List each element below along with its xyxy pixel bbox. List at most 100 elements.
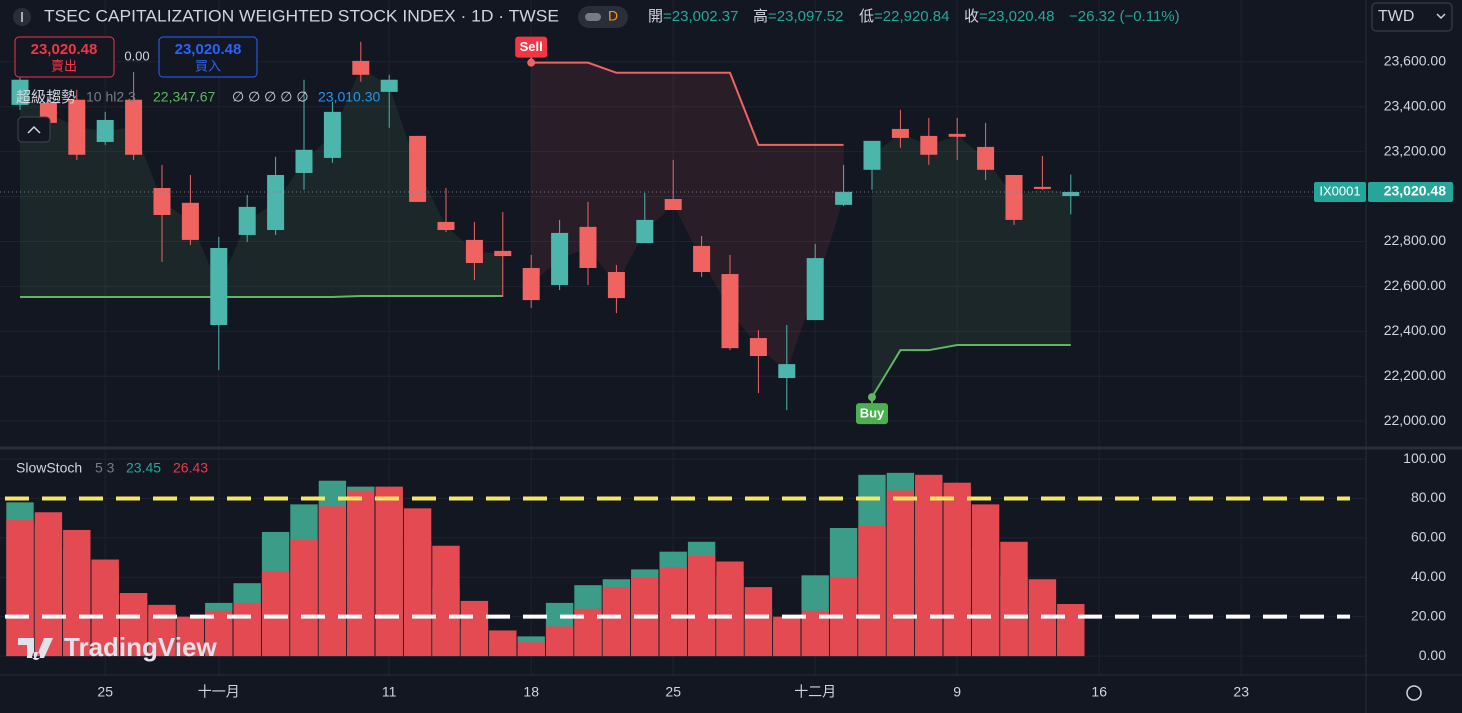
signal-label: Sell (520, 39, 543, 54)
indicator-down-value: 23,010.30 (318, 89, 380, 105)
candle-body (11, 79, 29, 105)
sell-price: 23,020.48 (31, 41, 98, 58)
x-tick-label: 16 (1091, 684, 1107, 700)
stoch-bar (915, 474, 943, 657)
sell-label: 賣出 (51, 58, 77, 73)
collapse-icon (27, 125, 41, 134)
stoch-bar (261, 571, 290, 657)
ohlc-value: =23,097.52 (768, 8, 844, 25)
stoch-bar (659, 567, 687, 657)
y-tick-label: 40.00 (1411, 568, 1446, 584)
y-tick-label: 23,200.00 (1384, 142, 1446, 158)
y-tick-label: 60.00 (1411, 529, 1446, 545)
stoch-bar (460, 600, 489, 657)
plot-area (0, 0, 1365, 675)
candle-body (1005, 174, 1023, 220)
interval-pill[interactable] (578, 6, 628, 28)
candle-body (210, 247, 228, 326)
stoch-bar (943, 482, 971, 657)
buy-label: 買入 (195, 58, 221, 73)
stoch-bar (119, 593, 148, 657)
stoch-bar (233, 602, 261, 657)
watermark-text: TradingView (64, 632, 217, 662)
ohlc-value: =23,020.48 (979, 8, 1055, 25)
supertrend-line (531, 61, 844, 146)
y-tick-label: 22,600.00 (1384, 277, 1446, 293)
x-tick-label: 十一月 (198, 684, 240, 700)
y-tick-label: 80.00 (1411, 489, 1446, 505)
y-tick-label: 0.00 (1419, 647, 1446, 663)
interval-badge: D (608, 8, 618, 24)
price-change: −26.32 (−0.11%) (1069, 8, 1180, 25)
toggle (585, 13, 601, 21)
candle-body (380, 79, 398, 92)
candle-body (238, 206, 256, 235)
candle-body (1062, 191, 1080, 197)
collapse-button[interactable] (17, 116, 51, 143)
watermark-logo (18, 638, 53, 660)
ohlc-label: 收 (964, 8, 979, 25)
stoch-bar (545, 626, 574, 657)
stoch-name: SlowStoch (16, 460, 82, 476)
sell-button[interactable] (14, 36, 115, 78)
trend-fill (20, 67, 503, 297)
y-tick-label: 22,400.00 (1384, 322, 1446, 338)
candle-body (181, 202, 199, 240)
currency-button[interactable] (1371, 2, 1453, 32)
y-tick-label: 23,600.00 (1384, 52, 1446, 68)
stoch-bar (489, 630, 517, 657)
candle-body (579, 226, 597, 268)
ohlc-value: =23,002.37 (663, 8, 739, 25)
candle-body (636, 219, 654, 244)
indicator-empty-values: ∅ ∅ ∅ ∅ ∅ (232, 89, 309, 105)
x-tick-label: 25 (665, 684, 681, 700)
x-tick-label: 十二月 (794, 684, 836, 700)
stoch-bar (403, 508, 432, 657)
stoch-bar (602, 587, 631, 657)
candle-body (607, 272, 625, 299)
candle-body (437, 221, 455, 231)
x-tick-label: 11 (382, 684, 397, 700)
stoch-bar (290, 539, 318, 657)
currency-label: TWD (1378, 8, 1414, 25)
candle-body (551, 232, 569, 286)
settings-icon[interactable] (1406, 685, 1422, 701)
candle-body (835, 191, 853, 205)
candle-body (68, 99, 86, 155)
stoch-k-value: 23.45 (126, 460, 161, 476)
stoch-bar (176, 616, 205, 657)
price-tag-box (1368, 181, 1453, 202)
stoch-bar (744, 587, 773, 657)
candle-body (522, 267, 540, 301)
candle-body (778, 364, 796, 379)
buy-button[interactable] (158, 36, 258, 78)
stoch-bar (63, 529, 91, 657)
y-tick-label: 22,000.00 (1384, 412, 1446, 428)
candle-body (664, 199, 682, 211)
supertrend-line (20, 295, 1071, 398)
stoch-bar (375, 486, 403, 657)
candle-body (891, 128, 909, 138)
candle-body (977, 146, 995, 170)
dropdown-arrow (1436, 13, 1446, 20)
stoch-bar (858, 526, 886, 657)
candle-body (749, 338, 767, 357)
stoch-bar (347, 490, 375, 657)
symbol-title: TSEC CAPITALIZATION WEIGHTED STOCK INDEX… (44, 6, 559, 25)
candle-body (96, 119, 114, 142)
signal-dot (527, 58, 536, 67)
candle-body (721, 274, 739, 349)
candle-body (125, 99, 143, 155)
candle-body (806, 258, 824, 321)
stoch-bar (6, 520, 34, 657)
stoch-bar (971, 504, 1000, 657)
candle-body (465, 239, 483, 264)
buy-price: 23,020.48 (175, 41, 242, 58)
spread: 0.00 (124, 48, 149, 63)
stoch-bar (716, 561, 744, 657)
indicator-up-value: 22,347.67 (153, 89, 215, 105)
x-tick-label: 25 (97, 684, 113, 700)
signal-box (856, 403, 888, 425)
